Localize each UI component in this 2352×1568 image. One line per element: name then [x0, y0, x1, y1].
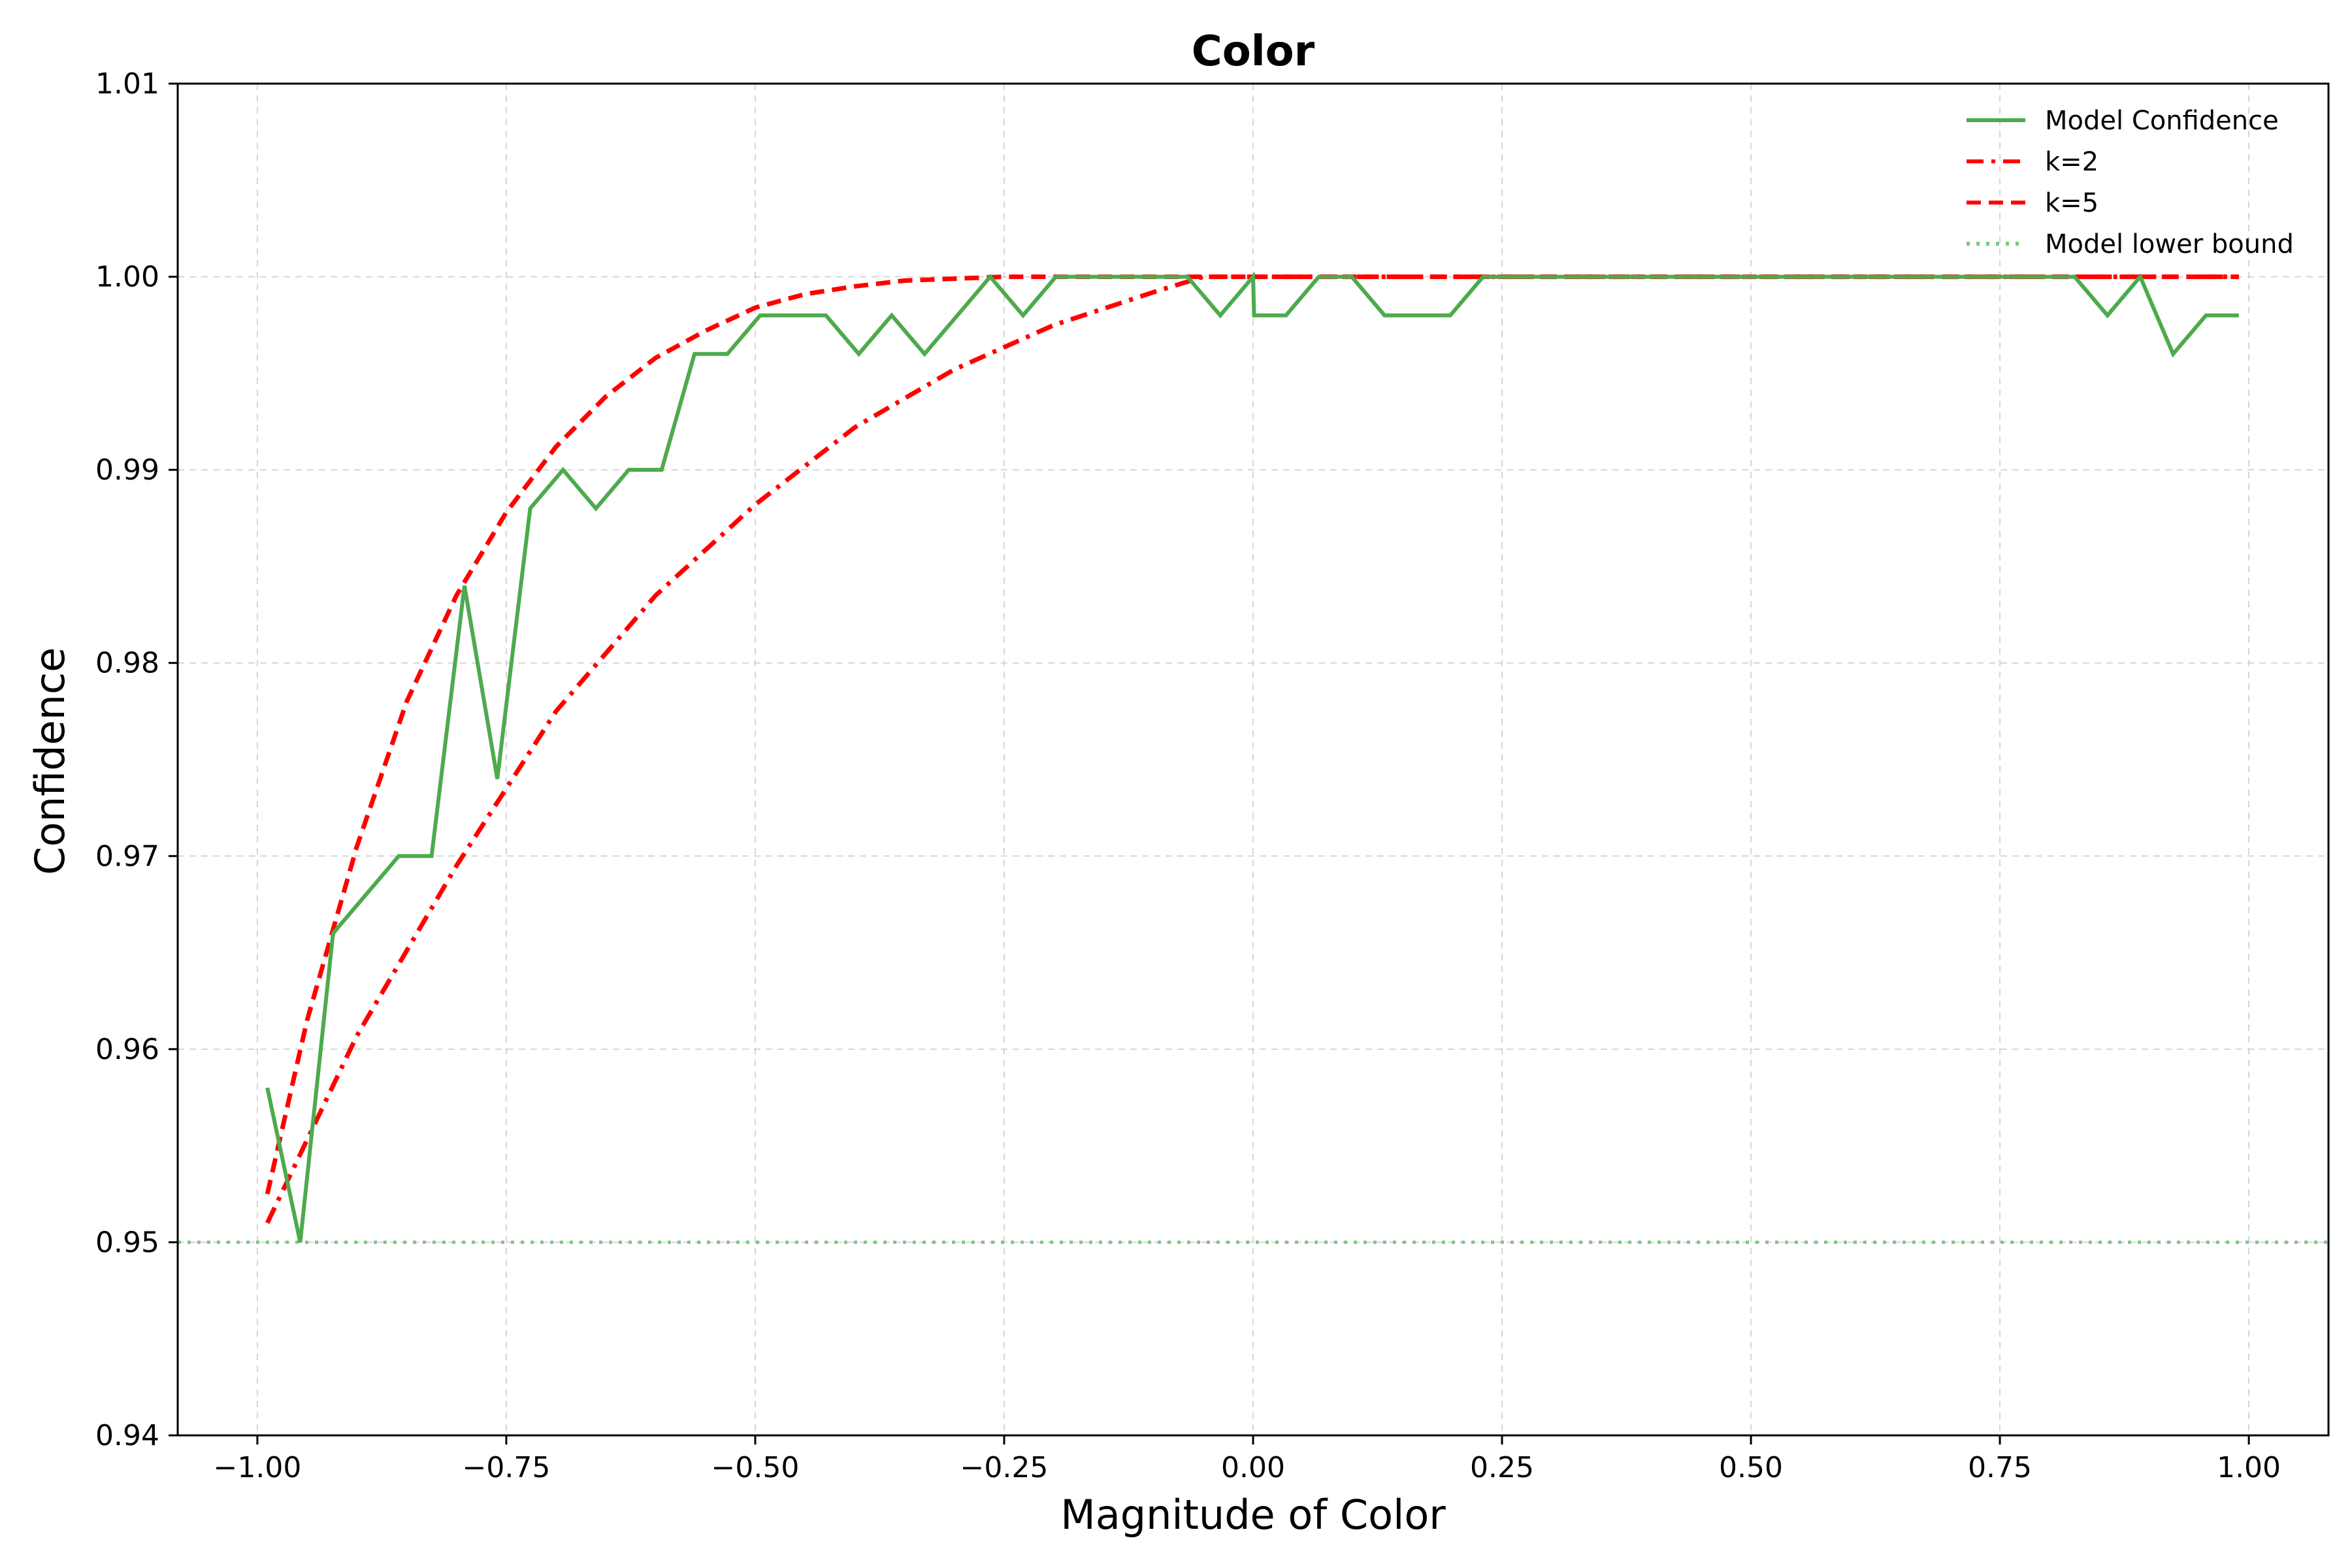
legend: Model Confidence k=2 k=5 Model lower bound [1967, 106, 2294, 259]
legend-label: Model Confidence [2045, 106, 2279, 136]
x-tick-label: −0.25 [960, 1451, 1049, 1484]
x-tick-label: 1.00 [2217, 1451, 2281, 1484]
legend-label: Model lower bound [2045, 229, 2294, 259]
y-tick-label: 1.01 [95, 67, 159, 101]
y-tick-label: 0.98 [95, 647, 159, 680]
x-tick-label: −0.50 [711, 1451, 800, 1484]
y-tick-label: 1.00 [95, 261, 159, 294]
y-tick-label: 0.94 [95, 1419, 159, 1452]
y-tick-label: 0.99 [95, 453, 159, 487]
series-line-k-5 [265, 274, 2239, 1195]
x-tick-label: 0.25 [1470, 1451, 1534, 1484]
y-tick-label: 0.97 [95, 840, 159, 873]
ticks: −1.00 −0.75 −0.50 −0.25 0.00 0.25 0.50 0.75 1.00… [95, 67, 2281, 1484]
legend-label: k=2 [2045, 147, 2099, 177]
x-tick-label: 0.00 [1221, 1451, 1285, 1484]
series-line-model-confidence [265, 271, 2239, 1243]
x-tick-label: 0.75 [1968, 1451, 2032, 1484]
series-layer [178, 271, 2328, 1244]
x-axis-label: Magnitude of Color [1060, 1491, 1446, 1539]
y-axis-label: Confidence [26, 647, 74, 875]
x-tick-label: 0.50 [1719, 1451, 1783, 1484]
y-tick-label: 0.95 [95, 1226, 159, 1259]
y-tick-label: 0.96 [95, 1033, 159, 1066]
x-tick-label: −0.75 [463, 1451, 551, 1484]
legend-label: k=5 [2045, 188, 2099, 218]
chart-title: Color [1192, 27, 1315, 76]
x-tick-label: −1.00 [214, 1451, 302, 1484]
